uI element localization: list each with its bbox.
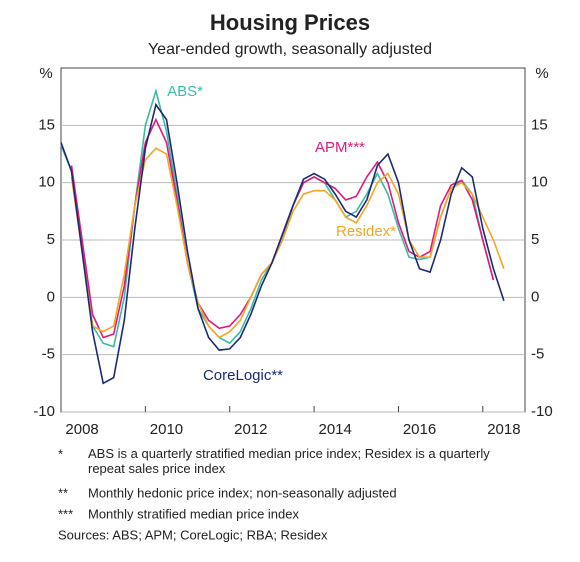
series-label: CoreLogic** [203, 367, 283, 384]
x-tick-label: 2014 [318, 421, 351, 438]
y-tick-label: -5 [42, 346, 55, 363]
series-line [60, 102, 505, 385]
chart-subtitle: Year-ended growth, seasonally adjusted [148, 41, 432, 58]
note-marker: *** [58, 506, 73, 521]
note-marker: ** [58, 485, 68, 500]
note-text: Monthly stratified median price index [88, 506, 299, 521]
y-tick-label: 0 [47, 288, 55, 305]
source: Sources: ABS; APM; CoreLogic; RBA; Resid… [58, 527, 328, 542]
y-tick-label-right: -10 [531, 403, 553, 420]
y-tick-label-right: 0 [531, 288, 539, 305]
series-label: APM*** [315, 139, 365, 156]
y-unit-right: % [535, 65, 548, 82]
x-tick-label: 2012 [234, 421, 267, 438]
chart-title: Housing Prices [210, 10, 370, 35]
y-tick-label-right: 15 [531, 116, 548, 133]
x-tick-label: 2018 [487, 421, 520, 438]
y-tick-label-right: 5 [531, 231, 539, 248]
series-label: ABS* [167, 83, 203, 100]
x-tick-label: 2016 [403, 421, 436, 438]
x-tick-label: 2008 [65, 421, 98, 438]
y-tick-label: 15 [38, 116, 55, 133]
note-text: ABS is a quarterly stratified median pri… [88, 446, 490, 476]
y-tick-label: 10 [38, 174, 55, 191]
y-tick-label: 5 [47, 231, 55, 248]
y-unit: % [39, 65, 52, 82]
y-tick-label-right: 10 [531, 174, 548, 191]
note-marker: * [58, 446, 63, 461]
series-label: Residex* [336, 223, 396, 240]
x-tick-label: 2010 [150, 421, 183, 438]
y-tick-label: -10 [33, 403, 55, 420]
note-text: Monthly hedonic price index; non-seasona… [88, 485, 397, 500]
y-tick-label-right: -5 [531, 346, 544, 363]
